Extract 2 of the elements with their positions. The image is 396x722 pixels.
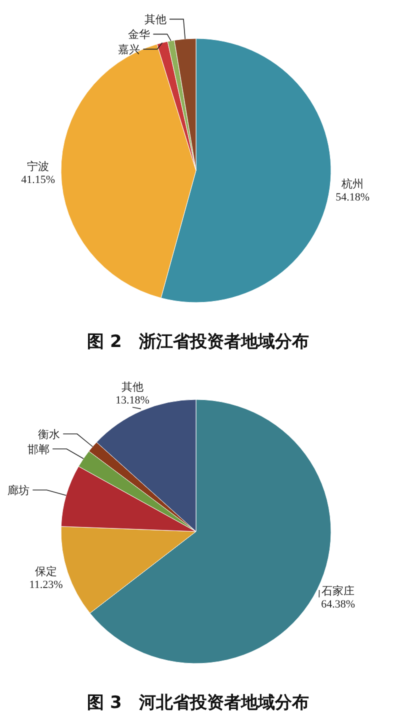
title: 图 2 浙江省投资者地域分布 xyxy=(87,332,309,352)
title: 图 3 河北省投资者地域分布 xyxy=(87,693,309,713)
